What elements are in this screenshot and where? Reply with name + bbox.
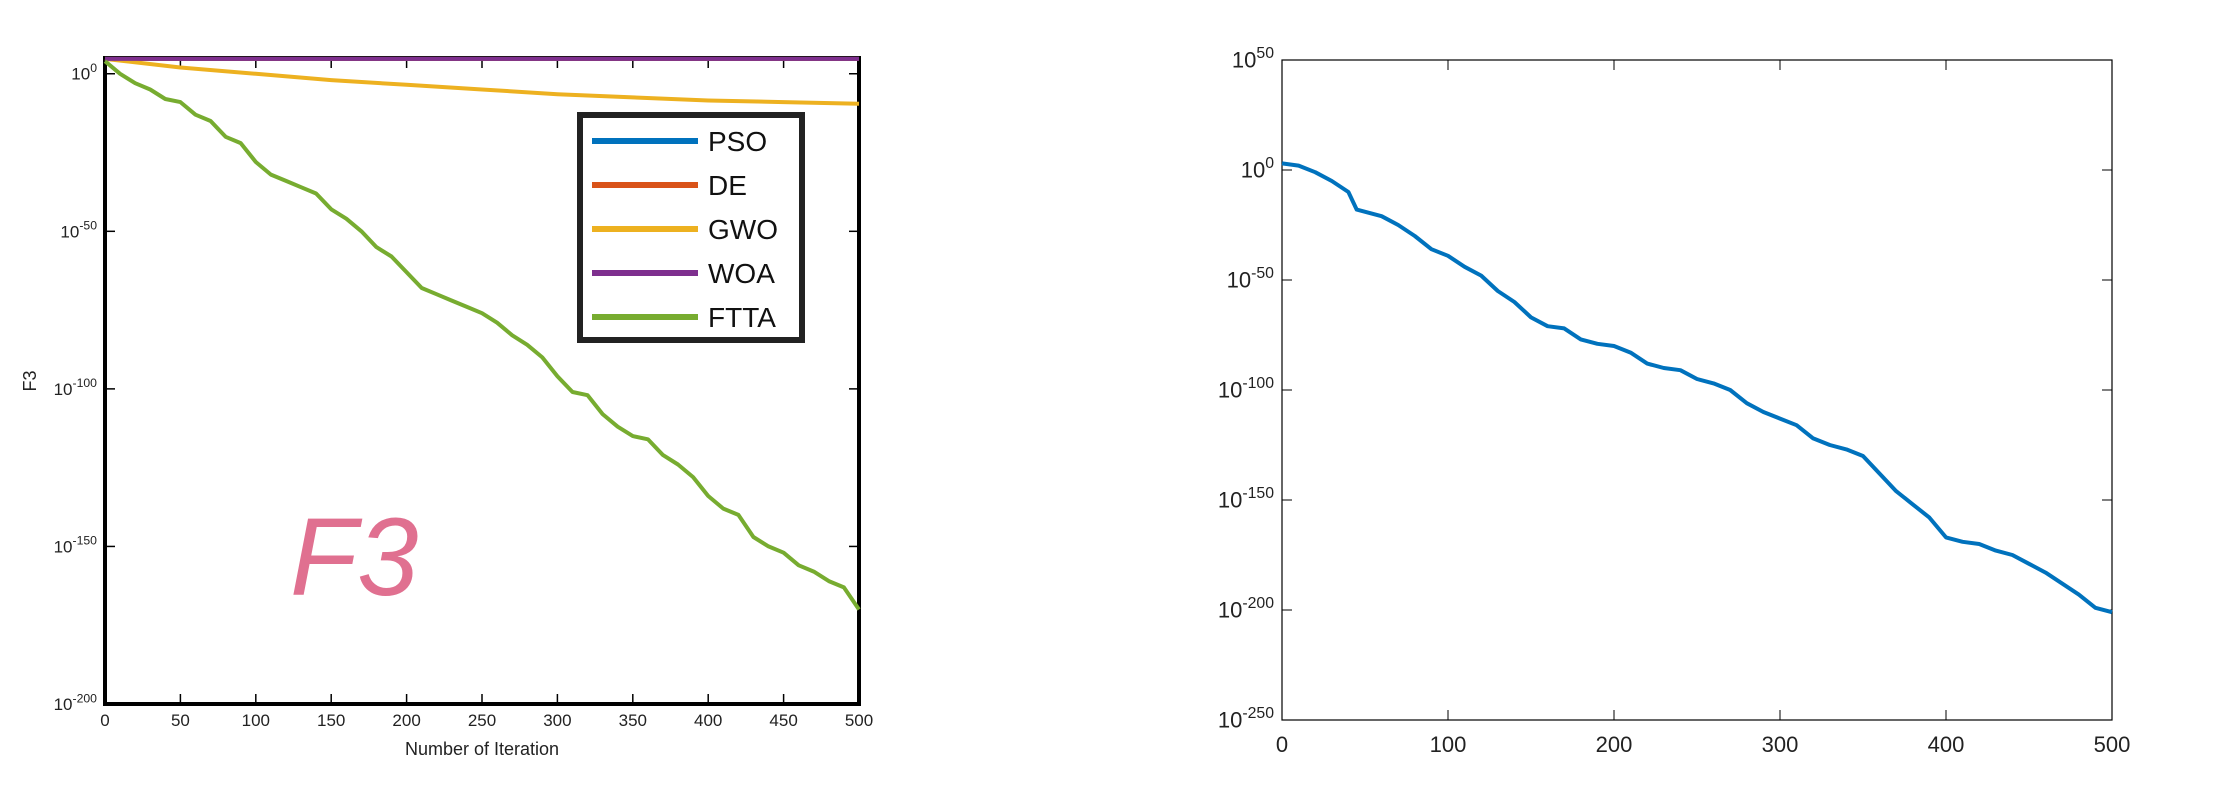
x-tick-label: 100 — [242, 711, 270, 730]
right-y-tick-labels: 1050 100 10-50 10-100 10-150 10-200 10-250 — [1218, 45, 1274, 733]
y-tick-label: 10-250 — [1218, 705, 1274, 733]
y-tick-label: 10-50 — [60, 219, 97, 242]
y-tick-label: 100 — [1241, 155, 1274, 183]
x-tick-label: 300 — [1762, 732, 1799, 757]
legend-label-gwo: GWO — [708, 214, 778, 245]
y-tick-label: 10-100 — [54, 376, 98, 399]
left-series-lines — [103, 56, 861, 611]
right-x-tick-labels: 0 100 200 300 400 500 — [1276, 732, 2130, 757]
x-tick-label: 450 — [769, 711, 797, 730]
left-x-axis-label: Number of Iteration — [405, 739, 559, 759]
right-chart: 0 100 200 300 400 500 1050 100 10-50 10-100 10-15… — [1218, 45, 2131, 757]
left-y-tick-labels: 100 10-50 10-100 10-150 10-200 — [54, 61, 98, 714]
series-line-ftta — [103, 59, 861, 611]
y-tick-label: 10-100 — [1218, 375, 1274, 403]
series-line — [1281, 161, 2113, 615]
right-plot-area — [1281, 59, 2113, 721]
x-tick-label: 300 — [543, 711, 571, 730]
left-y-axis-label: F3 — [20, 370, 40, 391]
y-tick-label: 10-200 — [54, 691, 98, 714]
y-tick-label: 10-50 — [1227, 265, 1275, 293]
y-tick-label: 1050 — [1232, 45, 1274, 73]
y-tick-label: 100 — [71, 61, 97, 84]
left-x-tick-labels: 0 50 100 150 200 250 300 350 400 450 500 — [100, 711, 873, 730]
x-tick-label: 200 — [392, 711, 420, 730]
x-tick-label: 150 — [317, 711, 345, 730]
x-tick-label: 200 — [1596, 732, 1633, 757]
right-series-line — [1281, 161, 2113, 615]
x-tick-label: 0 — [1276, 732, 1288, 757]
series-line-gwo — [104, 56, 860, 106]
y-tick-label: 10-200 — [1218, 595, 1274, 623]
x-tick-label: 350 — [619, 711, 647, 730]
x-tick-label: 250 — [468, 711, 496, 730]
x-tick-label: 50 — [171, 711, 190, 730]
x-tick-label: 0 — [100, 711, 109, 730]
x-tick-label: 100 — [1430, 732, 1467, 757]
legend-label-de: DE — [708, 170, 747, 201]
left-chart: 0 50 100 150 200 250 300 350 400 450 500 10010-501… — [20, 56, 873, 759]
x-tick-label: 500 — [845, 711, 873, 730]
left-annotation-f3: F3 — [290, 496, 418, 619]
legend-label-woa: WOA — [708, 258, 775, 289]
legend-label-ftta: FTTA — [708, 302, 776, 333]
x-tick-label: 500 — [2094, 732, 2131, 757]
x-tick-label: 400 — [694, 711, 722, 730]
legend-label-pso: PSO — [708, 126, 767, 157]
y-tick-label: 10-150 — [54, 534, 98, 557]
y-tick-label: 10-150 — [1218, 485, 1274, 513]
x-tick-label: 400 — [1928, 732, 1965, 757]
left-legend: PSO DE GWO WOA FTTA — [577, 112, 805, 343]
